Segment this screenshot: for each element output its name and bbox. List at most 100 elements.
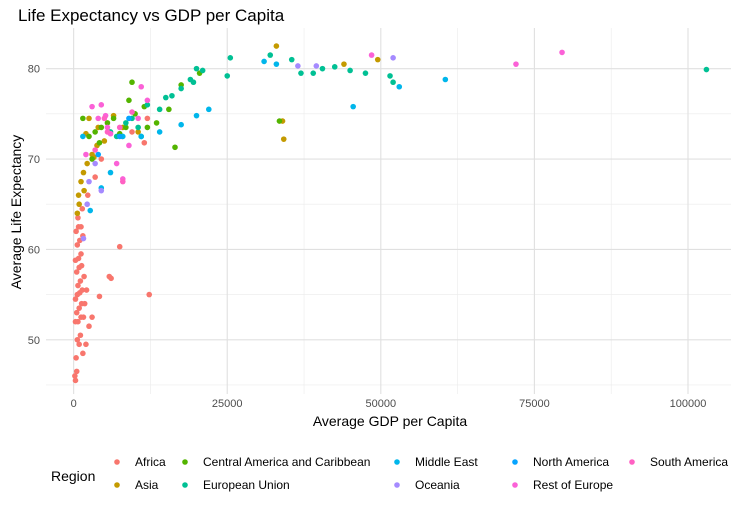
data-point [74, 210, 81, 217]
data-point [95, 151, 102, 158]
data-point [156, 106, 163, 113]
x-tick-label: 0 [71, 398, 77, 410]
data-point [276, 118, 283, 124]
data-point [98, 124, 105, 131]
data-point [87, 207, 94, 214]
legend-label: Middle East [415, 455, 478, 469]
data-point [76, 201, 82, 208]
data-point [101, 115, 108, 122]
data-point [153, 120, 160, 126]
data-point [77, 332, 84, 339]
data-point [116, 124, 123, 131]
legend-label: Asia [135, 478, 159, 492]
data-point [73, 309, 80, 316]
data-point [83, 287, 90, 293]
data-point [144, 102, 151, 108]
data-point [80, 115, 86, 122]
grid-layer [46, 28, 731, 394]
data-point [442, 76, 449, 83]
data-point [298, 70, 304, 76]
data-point [280, 136, 287, 142]
data-point [96, 293, 103, 300]
data-point [75, 318, 81, 325]
data-point [390, 79, 396, 86]
data-point [331, 64, 338, 70]
data-point [78, 251, 84, 257]
data-point [107, 169, 114, 176]
data-point [76, 305, 82, 311]
data-point [84, 201, 90, 208]
data-point [288, 56, 295, 63]
y-tick-label: 70 [28, 154, 40, 166]
point-layer [72, 43, 710, 384]
legend-key [394, 459, 400, 465]
data-point [104, 120, 111, 126]
data-point [79, 205, 86, 212]
legend-label: North America [533, 455, 609, 469]
data-point [84, 160, 90, 167]
series-central-america-and-caribbean [80, 70, 283, 162]
data-point [92, 174, 98, 180]
legend-key [182, 482, 188, 488]
data-point [138, 83, 145, 90]
data-point [193, 65, 200, 72]
data-point [319, 65, 326, 72]
data-point [347, 67, 353, 74]
data-point [81, 273, 87, 280]
data-point [98, 187, 105, 194]
x-tick-label: 75000 [519, 398, 550, 410]
data-point [559, 49, 565, 56]
data-point [350, 103, 356, 110]
data-point [78, 178, 84, 185]
legend: Region Africa Asia Central America and Car… [51, 455, 728, 492]
data-point [387, 73, 393, 79]
data-point [73, 355, 79, 361]
data-point [199, 67, 206, 74]
data-point [83, 341, 89, 348]
data-point [86, 115, 92, 122]
data-point [110, 115, 117, 122]
x-tick-label: 100000 [670, 398, 707, 410]
data-point [172, 144, 178, 151]
data-point [513, 61, 519, 67]
y-tick-label: 60 [28, 244, 40, 256]
data-point [123, 120, 129, 126]
data-point [76, 341, 82, 348]
data-point [80, 235, 87, 242]
data-point [73, 228, 79, 235]
data-point [190, 79, 197, 86]
data-point [123, 124, 129, 131]
data-point [129, 109, 135, 115]
data-point [703, 66, 710, 73]
data-point [341, 61, 347, 67]
data-point [83, 151, 89, 158]
data-point [89, 314, 95, 320]
data-point [135, 124, 141, 131]
data-point [92, 129, 98, 135]
x-axis-title: Average GDP per Capita [313, 413, 468, 429]
data-point [313, 63, 320, 69]
legend-key [182, 459, 188, 465]
data-point [261, 58, 267, 65]
data-point [72, 373, 78, 379]
y-tick-label: 50 [28, 335, 40, 347]
x-tick-label: 50000 [366, 398, 397, 410]
data-point [75, 255, 82, 262]
data-point [310, 70, 317, 76]
data-point [126, 115, 132, 122]
data-point [95, 115, 102, 122]
data-point [108, 275, 114, 282]
data-point [116, 243, 123, 250]
data-point [135, 115, 141, 122]
data-point [104, 129, 111, 135]
data-point [78, 262, 85, 269]
data-point [178, 121, 184, 128]
legend-key [114, 459, 120, 465]
data-point [89, 156, 95, 162]
data-point [267, 52, 274, 58]
legend-label: European Union [203, 478, 290, 492]
data-point [224, 73, 231, 79]
series-european-union [107, 52, 710, 140]
series-oceania [80, 55, 396, 242]
data-point [156, 129, 163, 135]
